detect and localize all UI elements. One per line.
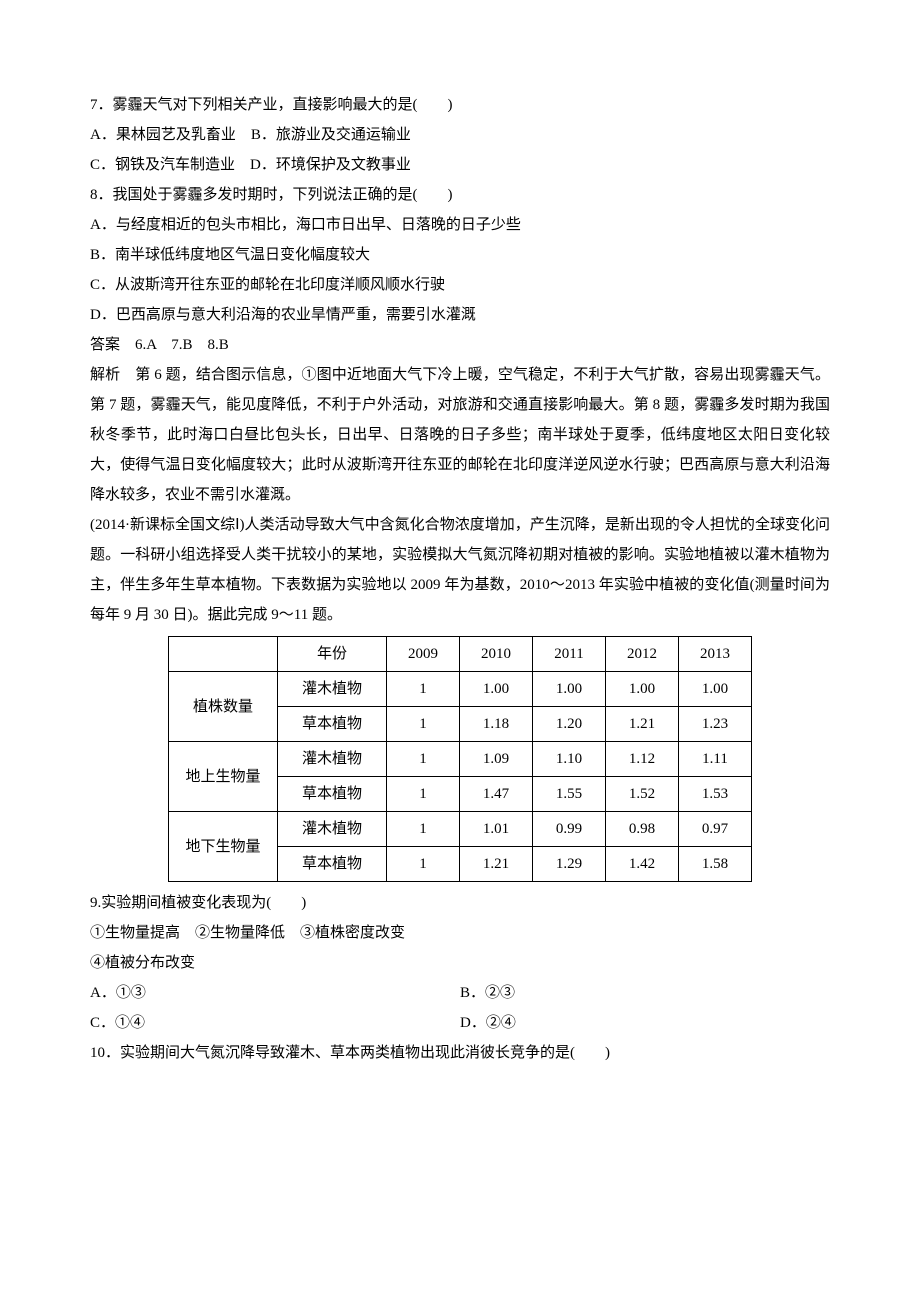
- table-header-cell: 2011: [533, 637, 606, 672]
- table-cell: 1: [387, 847, 460, 882]
- q8-option-a: A．与经度相近的包头市相比，海口市日出早、日落晚的日子少些: [90, 210, 830, 240]
- table-cell: 1.00: [460, 672, 533, 707]
- table-sub-label: 草本植物: [278, 777, 387, 812]
- data-table: 年份 2009 2010 2011 2012 2013 植株数量 灌木植物 1 …: [168, 636, 752, 882]
- table-cell: 1.11: [679, 742, 752, 777]
- table-cell: 1.55: [533, 777, 606, 812]
- table-cell: 1.21: [460, 847, 533, 882]
- table-header-cell: 2010: [460, 637, 533, 672]
- q9-statements-1: ①生物量提高 ②生物量降低 ③植株密度改变: [90, 918, 830, 948]
- table-cell: 1.52: [606, 777, 679, 812]
- table-cell: 1: [387, 742, 460, 777]
- table-cell: 0.97: [679, 812, 752, 847]
- table-header-row: 年份 2009 2010 2011 2012 2013: [169, 637, 752, 672]
- table-header-cell: 2013: [679, 637, 752, 672]
- table-cell: 1.00: [533, 672, 606, 707]
- q8-stem: 8．我国处于雾霾多发时期时，下列说法正确的是( ): [90, 180, 830, 210]
- table-cell: 1.10: [533, 742, 606, 777]
- table-cell: 1.00: [679, 672, 752, 707]
- table-sub-label: 灌木植物: [278, 742, 387, 777]
- table-cell: 1.12: [606, 742, 679, 777]
- table-header-cell: 年份: [278, 637, 387, 672]
- table-cell: 1: [387, 707, 460, 742]
- q8-option-d: D．巴西高原与意大利沿海的农业旱情严重，需要引水灌溉: [90, 300, 830, 330]
- explanation-6-7-8: 解析 第 6 题，结合图示信息，①图中近地面大气下冷上暖，空气稳定，不利于大气扩…: [90, 360, 830, 510]
- q7-options-cd: C．钢铁及汽车制造业 D．环境保护及文教事业: [90, 150, 830, 180]
- table-sub-label: 草本植物: [278, 707, 387, 742]
- table-cell: 1.00: [606, 672, 679, 707]
- q9-option-d: D．②④: [460, 1008, 830, 1038]
- table-cell: 1.09: [460, 742, 533, 777]
- table-header-cell: 2009: [387, 637, 460, 672]
- table-header-cell: 2012: [606, 637, 679, 672]
- table-row: 植株数量 灌木植物 1 1.00 1.00 1.00 1.00: [169, 672, 752, 707]
- table-cell: 1.47: [460, 777, 533, 812]
- q10-stem: 10．实验期间大气氮沉降导致灌木、草本两类植物出现此消彼长竞争的是( ): [90, 1038, 830, 1068]
- q7-stem: 7．雾霾天气对下列相关产业，直接影响最大的是( ): [90, 90, 830, 120]
- table-cell: 1.23: [679, 707, 752, 742]
- table-cell: 1.53: [679, 777, 752, 812]
- table-cell: 1: [387, 812, 460, 847]
- table-group-label: 地下生物量: [169, 812, 278, 882]
- table-sub-label: 灌木植物: [278, 672, 387, 707]
- q9-statements-2: ④植被分布改变: [90, 948, 830, 978]
- table-cell: 1.18: [460, 707, 533, 742]
- table-cell: 1: [387, 777, 460, 812]
- table-cell: 1.20: [533, 707, 606, 742]
- table-row: 地下生物量 灌木植物 1 1.01 0.99 0.98 0.97: [169, 812, 752, 847]
- table-cell: 1.01: [460, 812, 533, 847]
- q8-option-c: C．从波斯湾开往东亚的邮轮在北印度洋顺风顺水行驶: [90, 270, 830, 300]
- q9-stem: 9.实验期间植被变化表现为( ): [90, 888, 830, 918]
- table-sub-label: 灌木植物: [278, 812, 387, 847]
- table-group-label: 植株数量: [169, 672, 278, 742]
- table-cell: 0.99: [533, 812, 606, 847]
- q8-option-b: B．南半球低纬度地区气温日变化幅度较大: [90, 240, 830, 270]
- table-cell: 0.98: [606, 812, 679, 847]
- passage-intro-9-11: (2014·新课标全国文综Ⅰ)人类活动导致大气中含氮化合物浓度增加，产生沉降，是…: [90, 510, 830, 630]
- table-cell: 1.29: [533, 847, 606, 882]
- q9-option-c: C．①④: [90, 1008, 460, 1038]
- table-cell: 1.21: [606, 707, 679, 742]
- table-cell: 1: [387, 672, 460, 707]
- table-group-label: 地上生物量: [169, 742, 278, 812]
- q9-option-a: A．①③: [90, 978, 460, 1008]
- q9-option-b: B．②③: [460, 978, 830, 1008]
- answer-6-7-8: 答案 6.A 7.B 8.B: [90, 330, 830, 360]
- table-cell: 1.42: [606, 847, 679, 882]
- table-header-cell: [169, 637, 278, 672]
- table-cell: 1.58: [679, 847, 752, 882]
- table-row: 地上生物量 灌木植物 1 1.09 1.10 1.12 1.11: [169, 742, 752, 777]
- table-sub-label: 草本植物: [278, 847, 387, 882]
- q7-options-ab: A．果林园艺及乳畜业 B．旅游业及交通运输业: [90, 120, 830, 150]
